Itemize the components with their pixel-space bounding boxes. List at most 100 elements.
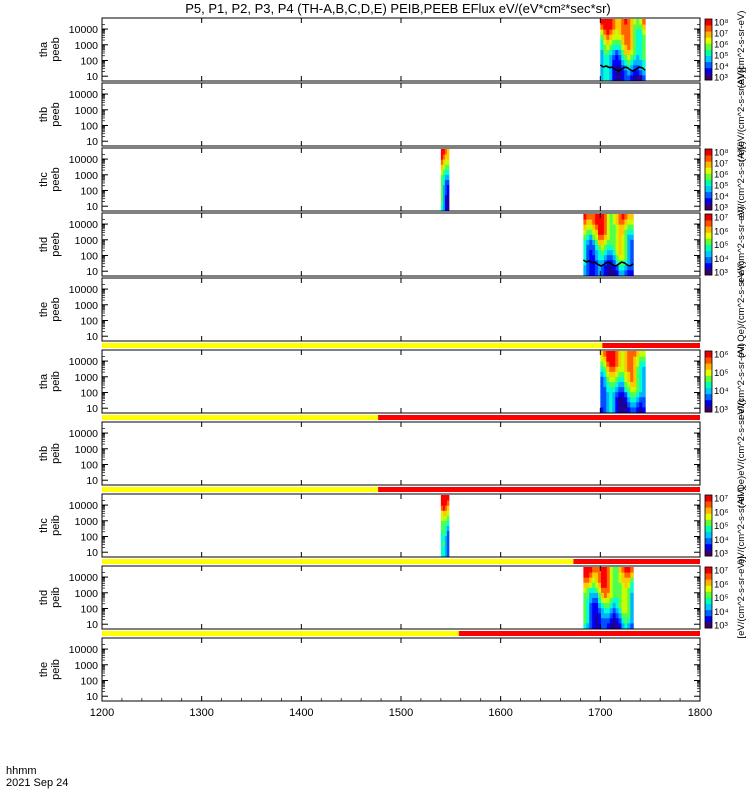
spectrogram-cell <box>627 582 631 588</box>
spectrogram-cell <box>442 149 446 155</box>
spectrogram-cell <box>442 540 446 547</box>
spectrogram-cell <box>598 617 602 624</box>
spectrogram-cell <box>633 24 637 30</box>
spectrogram-cell <box>642 29 646 35</box>
spectrogram-cell <box>603 622 608 629</box>
spectrogram-cell <box>598 214 602 220</box>
y-tick-label: 10000 <box>69 219 98 231</box>
spectrogram-cell <box>609 234 614 240</box>
y-tick-label: 100 <box>80 604 98 616</box>
spectrogram-cell <box>615 617 620 624</box>
spectrogram-cell <box>627 239 631 245</box>
spectrogram-cell <box>586 234 590 240</box>
spectrogram-cell <box>627 64 631 71</box>
spectrogram-cell <box>639 406 643 413</box>
y-tick-label: 10000 <box>69 644 98 656</box>
spectrogram-cell <box>603 366 607 372</box>
spectrogram-cell <box>612 401 616 408</box>
panel-ylabel-line: peib <box>50 443 62 464</box>
spectrogram-cell <box>444 204 448 211</box>
spectrogram-cell <box>444 520 448 526</box>
spectrogram-cell <box>612 239 617 245</box>
spectrogram-cell <box>606 229 611 235</box>
spectrogram-cell <box>612 587 617 593</box>
spectrogram-cell <box>615 264 620 271</box>
spectrogram-cell <box>627 401 631 408</box>
spectrogram-cell <box>624 244 628 251</box>
y-tick-label: 100 <box>80 186 98 198</box>
spectrogram-cell <box>630 224 634 230</box>
spectrogram-cell <box>586 582 590 588</box>
spectrogram-cell <box>586 592 590 598</box>
spectrogram-cell <box>612 74 616 81</box>
spectrogram-cell <box>598 259 602 266</box>
spectrogram-cell <box>615 259 620 266</box>
spectrogram-cell <box>618 239 622 245</box>
spectrogram-cell <box>642 49 646 56</box>
colorbar-swatch <box>705 621 712 629</box>
spectrogram-cell <box>595 577 599 583</box>
spectrogram-cell <box>624 401 628 408</box>
spectrogram-cell <box>624 356 628 362</box>
spectrogram-cell <box>642 34 646 40</box>
spectrogram-cell <box>442 520 446 526</box>
panel-ylabel-line: thd <box>38 590 50 605</box>
spectrogram-cell <box>624 234 628 240</box>
y-tick-label: 1000 <box>75 372 99 384</box>
colorbar-tick-label: 10⁵ <box>714 521 729 532</box>
spectrogram-cell <box>615 219 620 225</box>
colorbar-swatch <box>705 55 712 63</box>
panel-ylabel-line: peeb <box>50 102 62 126</box>
spectrogram-cell <box>630 239 634 245</box>
spectrogram-cell <box>606 264 611 271</box>
spectrogram-cell <box>600 219 605 225</box>
spectrogram-cell <box>598 219 602 225</box>
spectrogram-cell <box>627 391 631 398</box>
spectrogram-cell <box>592 572 596 578</box>
spectrogram-cell <box>621 264 625 271</box>
spectrogram-cell <box>598 587 602 593</box>
spectrogram-cell <box>589 249 593 256</box>
x-tick-label: 1500 <box>389 707 413 719</box>
spectrogram-cell <box>633 371 637 377</box>
spectrogram-cell <box>603 607 608 614</box>
spectrogram-cell <box>615 351 619 357</box>
spectrogram-cell <box>440 515 444 521</box>
spectrogram-cell <box>618 612 622 619</box>
panel-tha-peib: 10 100 1000 10000 thapeib 10³ 10⁴ 10⁵ 10⁶ eV/(cm^… <box>38 343 747 420</box>
y-tick-label: 10000 <box>69 428 98 440</box>
spectrogram-cell <box>598 602 602 609</box>
y-tick-label: 100 <box>80 316 98 328</box>
spectrogram-cell <box>603 244 608 251</box>
spectrogram-cell <box>627 406 631 413</box>
spectrogram-cell <box>639 34 643 40</box>
spectrogram-cell <box>603 361 607 367</box>
spectrogram-cell <box>642 44 646 50</box>
spectrogram-cell <box>442 154 446 160</box>
colorbar-swatch <box>705 19 712 26</box>
colorbar-swatch <box>705 375 712 382</box>
colorbar-tick-label: 10⁵ <box>714 368 729 379</box>
colorbar-swatch <box>705 507 712 514</box>
spectrogram-cell <box>621 249 625 256</box>
spectrogram-cell <box>600 34 604 40</box>
spectrogram-cell <box>624 44 628 50</box>
spectrogram-cell <box>618 69 622 76</box>
y-tick-label: 10 <box>86 475 98 487</box>
spectrogram-cell <box>603 386 607 393</box>
spectrogram-cell <box>598 264 602 271</box>
spectrogram-cell <box>442 189 446 196</box>
spectrogram-cell <box>606 351 610 357</box>
spectrogram-cell <box>621 371 625 377</box>
spectrogram-cell <box>618 406 622 413</box>
spectrogram-cell <box>440 179 444 186</box>
spectrogram-burst <box>582 214 634 276</box>
spectrogram-cell <box>612 622 617 629</box>
spectrogram-cell <box>600 69 604 76</box>
spectrogram-cell <box>612 229 617 235</box>
spectrogram-cell <box>636 376 640 382</box>
spectrogram-cell <box>609 597 614 604</box>
spectrogram-cell <box>642 351 646 357</box>
spectrogram-cell <box>592 244 596 251</box>
